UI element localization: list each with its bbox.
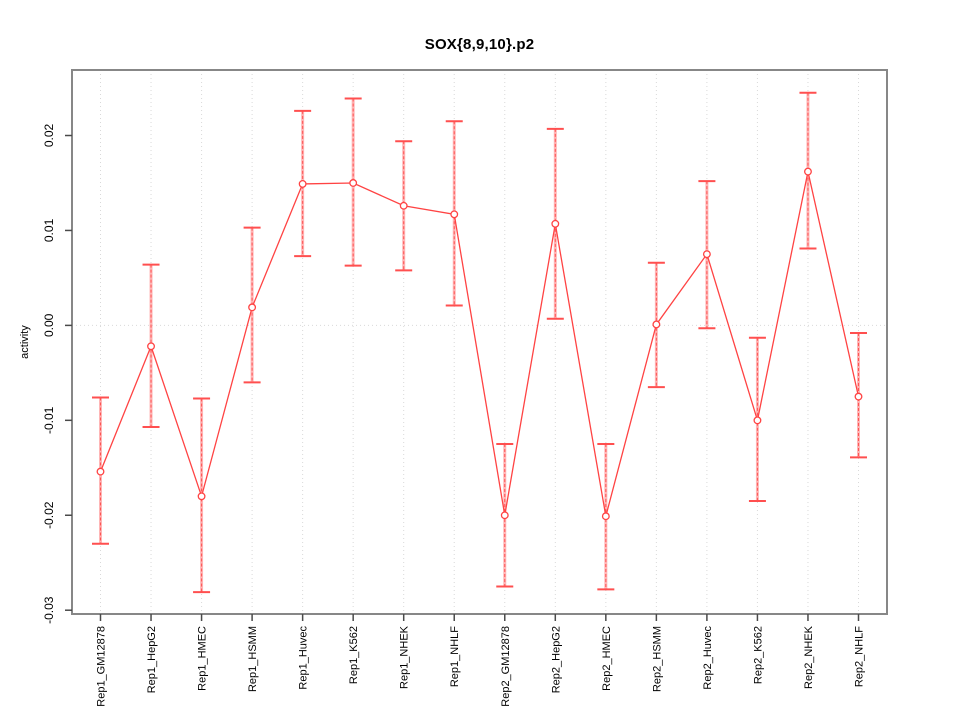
y-tick-label: 0.01 (42, 218, 56, 242)
data-point-marker (96, 467, 105, 476)
data-point-marker (702, 250, 711, 259)
x-category-label: Rep2_HSMM (651, 626, 663, 692)
data-point-marker (298, 179, 307, 188)
y-tick-label: -0.01 (42, 406, 56, 434)
data-point-marker (551, 219, 560, 228)
x-category-label: Rep2_K562 (752, 626, 764, 684)
x-category-label: Rep1_GM12878 (96, 626, 108, 707)
x-category-label: Rep2_HepG2 (550, 626, 562, 693)
chart-title: SOX{8,9,10}.p2 (424, 36, 535, 53)
data-point-marker (753, 416, 762, 425)
data-point-marker (804, 167, 812, 176)
data-point-marker (349, 179, 358, 187)
x-category-label: Rep2_Huvec (702, 626, 714, 690)
x-category-label: Rep2_NHEK (803, 625, 815, 689)
x-category-label: Rep1_K562 (348, 626, 360, 684)
x-category-label: Rep2_GM12878 (500, 626, 512, 707)
data-point-marker (652, 320, 661, 329)
x-category-label: Rep2_HMEC (601, 626, 613, 691)
y-tick-label: -0.03 (42, 596, 56, 624)
data-point-marker (197, 492, 206, 501)
x-category-label: Rep2_NHLF (854, 626, 866, 687)
y-tick-label: 0.02 (42, 124, 56, 148)
x-category-label: Rep1_HSMM (247, 626, 259, 692)
x-category-label: Rep1_NHEK (399, 625, 411, 689)
x-category-label: Rep1_Huvec (298, 626, 310, 690)
y-axis-label: activity (19, 325, 31, 359)
data-point-marker (854, 392, 863, 401)
x-category-label: Rep1_HMEC (197, 626, 209, 691)
data-point-marker (248, 303, 257, 312)
y-tick-label: 0.00 (42, 313, 56, 337)
data-point-marker (399, 201, 408, 210)
x-category-label: Rep1_HepG2 (146, 626, 158, 693)
data-point-marker (147, 342, 155, 351)
plot-border (71, 69, 888, 615)
series-line (99, 171, 860, 517)
data-point-marker (500, 511, 509, 520)
x-category-label: Rep1_NHLF (449, 626, 461, 687)
data-point-marker (601, 512, 610, 521)
data-point-marker (450, 210, 459, 219)
y-tick-label: -0.02 (42, 501, 56, 529)
